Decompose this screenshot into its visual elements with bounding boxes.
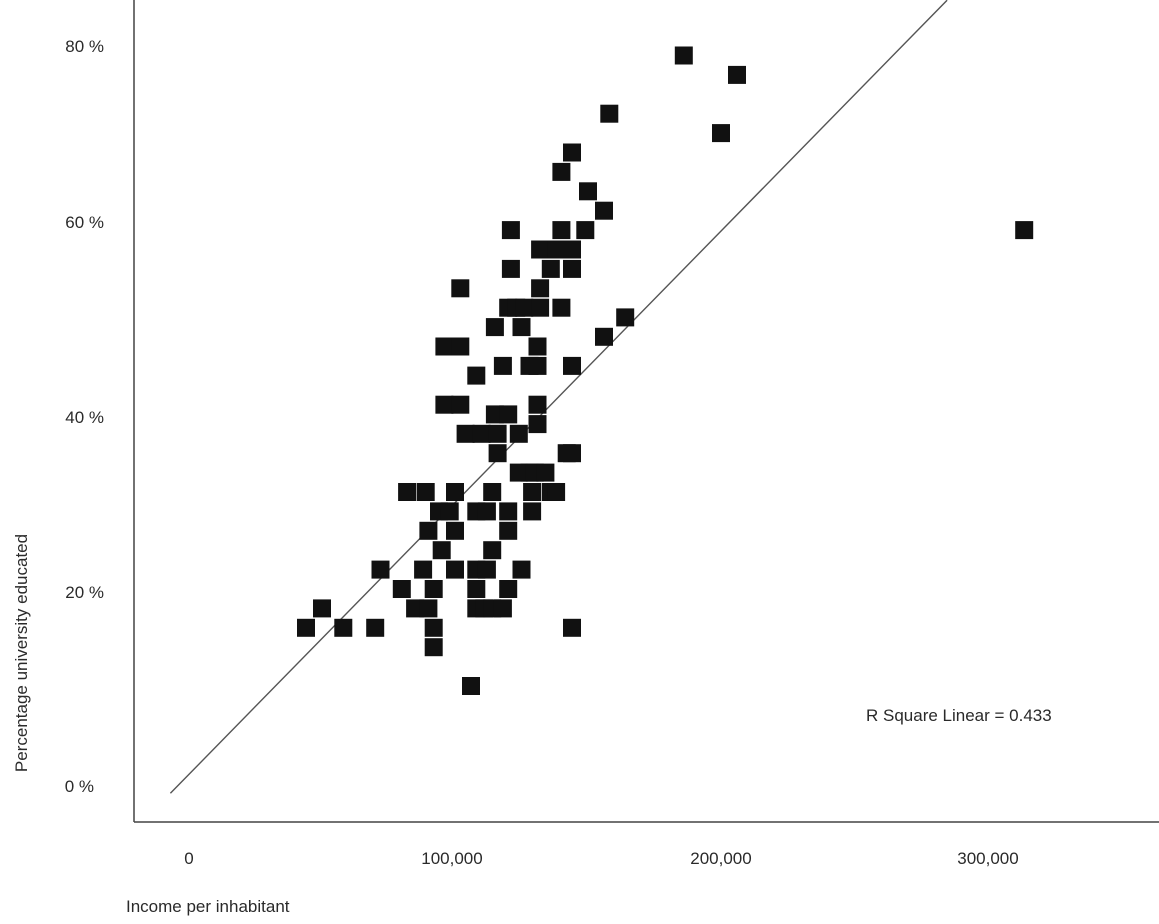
data-point-35 xyxy=(477,502,496,521)
data-point-75 xyxy=(547,483,566,501)
data-point-80 xyxy=(563,444,581,463)
data-point-46 xyxy=(499,580,518,598)
r-square-annotation: R Square Linear = 0.433 xyxy=(866,706,1052,725)
data-point-51 xyxy=(501,259,520,278)
data-point-71 xyxy=(536,463,555,482)
data-point-17 xyxy=(435,337,454,356)
data-point-39 xyxy=(483,483,502,501)
data-point-57 xyxy=(512,318,531,337)
data-point-78 xyxy=(552,162,571,181)
data-point-61 xyxy=(523,502,542,521)
x-tick-label-0: 0 xyxy=(184,849,193,868)
data-point-69 xyxy=(531,279,550,298)
data-point-83 xyxy=(563,240,581,259)
data-point-27 xyxy=(462,677,480,695)
data-point-20 xyxy=(446,560,464,579)
data-point-44 xyxy=(493,599,512,618)
data-point-93 xyxy=(712,124,730,143)
data-point-84 xyxy=(563,143,581,162)
data-point-29 xyxy=(467,580,486,598)
data-point-65 xyxy=(528,395,547,414)
data-point-4 xyxy=(371,560,390,579)
x-tick-labels: 0 100,000 200,000 300,000 xyxy=(184,849,1018,868)
data-point-66 xyxy=(528,356,547,375)
y-tick-label-40: 40 % xyxy=(65,408,104,427)
data-point-82 xyxy=(563,259,581,278)
y-tick-label-80: 80 % xyxy=(65,37,104,56)
data-point-42 xyxy=(488,444,507,463)
data-point-67 xyxy=(528,337,547,356)
data-point-21 xyxy=(446,521,464,540)
y-tick-labels: 0 % 20 % 40 % 60 % 80 % xyxy=(65,37,104,796)
data-point-19 xyxy=(440,502,459,521)
data-point-62 xyxy=(523,483,542,501)
data-point-52 xyxy=(501,221,520,240)
x-tick-label-200000: 200,000 xyxy=(690,849,751,868)
data-point-74 xyxy=(547,240,566,259)
axes xyxy=(133,0,1159,823)
data-point-2 xyxy=(334,618,353,637)
data-point-18 xyxy=(435,395,454,414)
data-point-22 xyxy=(446,483,464,501)
data-point-88 xyxy=(595,327,613,346)
data-point-87 xyxy=(579,182,597,201)
data-point-25 xyxy=(451,279,470,298)
data-point-9 xyxy=(416,483,435,501)
data-point-14 xyxy=(424,618,443,637)
data-point-73 xyxy=(541,259,560,278)
data-point-13 xyxy=(424,580,443,598)
y-tick-label-0: 0 % xyxy=(65,777,94,796)
data-point-45 xyxy=(493,356,512,375)
y-axis-title: Percentage university educated xyxy=(12,534,31,772)
data-point-47 xyxy=(499,521,518,540)
regression-line xyxy=(169,0,948,794)
data-point-85 xyxy=(563,618,581,637)
data-point-81 xyxy=(563,356,581,375)
data-point-91 xyxy=(616,308,635,327)
data-point-90 xyxy=(600,104,619,123)
data-point-70 xyxy=(531,240,550,259)
data-point-38 xyxy=(483,541,502,560)
y-tick-label-20: 20 % xyxy=(65,583,104,602)
data-point-24 xyxy=(451,395,470,414)
data-point-92 xyxy=(674,46,693,65)
data-point-48 xyxy=(499,502,518,521)
data-point-41 xyxy=(485,318,504,337)
x-tick-label-300000: 300,000 xyxy=(957,849,1018,868)
data-point-0 xyxy=(297,618,315,637)
data-point-5 xyxy=(392,580,411,598)
data-point-23 xyxy=(451,337,470,356)
data-point-64 xyxy=(528,415,547,434)
data-point-11 xyxy=(419,599,438,618)
data-point-26 xyxy=(456,424,475,443)
data-point-43 xyxy=(488,424,507,443)
data-point-8 xyxy=(414,560,433,579)
data-point-76 xyxy=(552,298,571,317)
data-point-1 xyxy=(313,599,331,618)
data-point-3 xyxy=(366,618,385,637)
data-point-6 xyxy=(398,483,417,501)
data-point-33 xyxy=(472,424,491,443)
x-tick-label-100000: 100,000 xyxy=(421,849,482,868)
data-point-58 xyxy=(515,298,534,317)
data-point-32 xyxy=(467,366,486,385)
data-point-86 xyxy=(576,221,595,240)
data-point-12 xyxy=(424,638,443,657)
data-point-55 xyxy=(509,424,528,443)
data-point-36 xyxy=(477,560,496,579)
data-point-56 xyxy=(512,560,531,579)
data-point-16 xyxy=(432,541,451,560)
data-point-77 xyxy=(552,221,571,240)
data-point-95 xyxy=(1015,221,1034,240)
y-tick-label-60: 60 % xyxy=(65,213,104,232)
data-points xyxy=(297,46,1034,695)
x-axis-title: Income per inhabitant xyxy=(126,897,290,916)
data-point-89 xyxy=(595,201,613,220)
data-point-94 xyxy=(728,65,746,84)
data-point-68 xyxy=(531,298,550,317)
data-point-10 xyxy=(419,521,438,540)
data-point-49 xyxy=(499,405,518,424)
